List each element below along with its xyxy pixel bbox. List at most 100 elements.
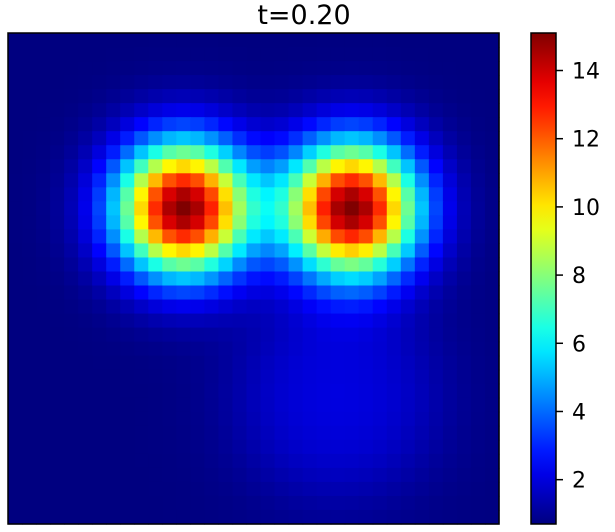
heatmap-cell <box>456 257 472 273</box>
heatmap-cell <box>176 355 191 371</box>
heatmap-cell <box>372 327 388 343</box>
heatmap-cell <box>50 201 65 216</box>
heatmap-cell <box>106 313 121 329</box>
heatmap-cell <box>274 103 290 118</box>
heatmap-cell <box>190 299 205 315</box>
heatmap-cell <box>400 201 416 216</box>
heatmap-cell <box>288 495 304 511</box>
heatmap-cell <box>414 383 430 399</box>
heatmap-cell <box>428 481 444 497</box>
heatmap-cell <box>36 75 51 90</box>
heatmap-cell <box>428 47 444 62</box>
heatmap-cell <box>288 75 304 90</box>
heatmap-cell <box>232 61 248 76</box>
heatmap-cell <box>470 131 486 146</box>
heatmap-cell <box>358 257 374 273</box>
heatmap-cell <box>274 397 290 413</box>
heatmap-cell <box>218 89 234 104</box>
heatmap-cell <box>288 201 304 216</box>
heatmap-cell <box>400 89 416 104</box>
heatmap-cell <box>470 439 486 455</box>
heatmap-cell <box>246 355 262 371</box>
heatmap-cell <box>400 397 416 413</box>
heatmap-cell <box>64 131 79 146</box>
heatmap-cell <box>8 145 23 160</box>
heatmap-cell <box>288 397 304 413</box>
heatmap-cell <box>428 383 444 399</box>
heatmap-cell <box>456 159 472 174</box>
heatmap-cell <box>218 313 234 329</box>
heatmap-cell <box>22 467 37 483</box>
heatmap-cell <box>274 201 290 216</box>
heatmap-cell <box>162 341 177 357</box>
heatmap-cell <box>288 341 304 357</box>
heatmap-cell <box>106 47 121 62</box>
heatmap-cell <box>176 383 191 399</box>
heatmap-cell <box>246 481 262 497</box>
heatmap-cell <box>134 215 149 230</box>
heatmap-cell <box>92 89 107 104</box>
heatmap-cell <box>176 201 191 216</box>
heatmap-cell <box>316 131 332 146</box>
heatmap-cell <box>428 495 444 511</box>
heatmap-cell <box>8 215 23 230</box>
heatmap-cell <box>316 453 332 469</box>
heatmap-cell <box>204 215 220 230</box>
heatmap-cell <box>50 89 65 104</box>
heatmap-cell <box>36 173 51 188</box>
heatmap-cell <box>218 117 234 132</box>
heatmap-cell <box>372 89 388 104</box>
heatmap-cell <box>400 103 416 118</box>
heatmap-cell <box>8 495 23 511</box>
heatmap-cell <box>386 369 402 385</box>
heatmap-cell <box>8 313 23 329</box>
heatmap-cell <box>372 313 388 329</box>
heatmap-cell <box>218 411 234 427</box>
heatmap-cell <box>120 425 135 441</box>
heatmap-cell <box>330 75 346 90</box>
heatmap-cell <box>302 383 318 399</box>
heatmap-cell <box>176 467 191 483</box>
heatmap-cell <box>456 131 472 146</box>
heatmap-cell <box>162 131 177 146</box>
heatmap-cell <box>372 131 388 146</box>
heatmap-cell <box>92 285 107 301</box>
heatmap-cell <box>316 341 332 357</box>
heatmap-cell <box>260 89 276 104</box>
heatmap-cell <box>302 299 318 315</box>
heatmap-cell <box>190 341 205 357</box>
heatmap-cell <box>64 425 79 441</box>
heatmap-cell <box>22 215 37 230</box>
heatmap-cell <box>428 33 444 48</box>
heatmap-cell <box>162 187 177 202</box>
heatmap-cell <box>358 47 374 62</box>
heatmap-cell <box>358 33 374 48</box>
heatmap-cell <box>134 229 149 245</box>
heatmap-cell <box>64 243 79 259</box>
heatmap-cell <box>302 117 318 132</box>
plot-frame <box>7 32 500 525</box>
heatmap-cell <box>456 285 472 301</box>
heatmap-cell <box>36 201 51 216</box>
heatmap-cell <box>372 145 388 160</box>
heatmap-cell <box>274 173 290 188</box>
colorbar-tick-label: 12 <box>572 128 600 153</box>
heatmap-cell <box>64 509 79 525</box>
heatmap-cell <box>260 299 276 315</box>
heatmap-cell <box>176 341 191 357</box>
heatmap-cell <box>372 61 388 76</box>
heatmap-cell <box>232 397 248 413</box>
heatmap-cell <box>274 229 290 245</box>
heatmap-cell <box>232 299 248 315</box>
heatmap-cell <box>8 47 23 62</box>
heatmap-cell <box>162 495 177 511</box>
heatmap-cell <box>134 453 149 469</box>
heatmap-cell <box>176 271 191 287</box>
heatmap-cell <box>470 383 486 399</box>
heatmap-cell <box>64 159 79 174</box>
heatmap-cell <box>22 327 37 343</box>
heatmap-cell <box>484 509 500 525</box>
heatmap-cell <box>106 271 121 287</box>
heatmap-cell <box>428 229 444 245</box>
heatmap-cell <box>386 481 402 497</box>
